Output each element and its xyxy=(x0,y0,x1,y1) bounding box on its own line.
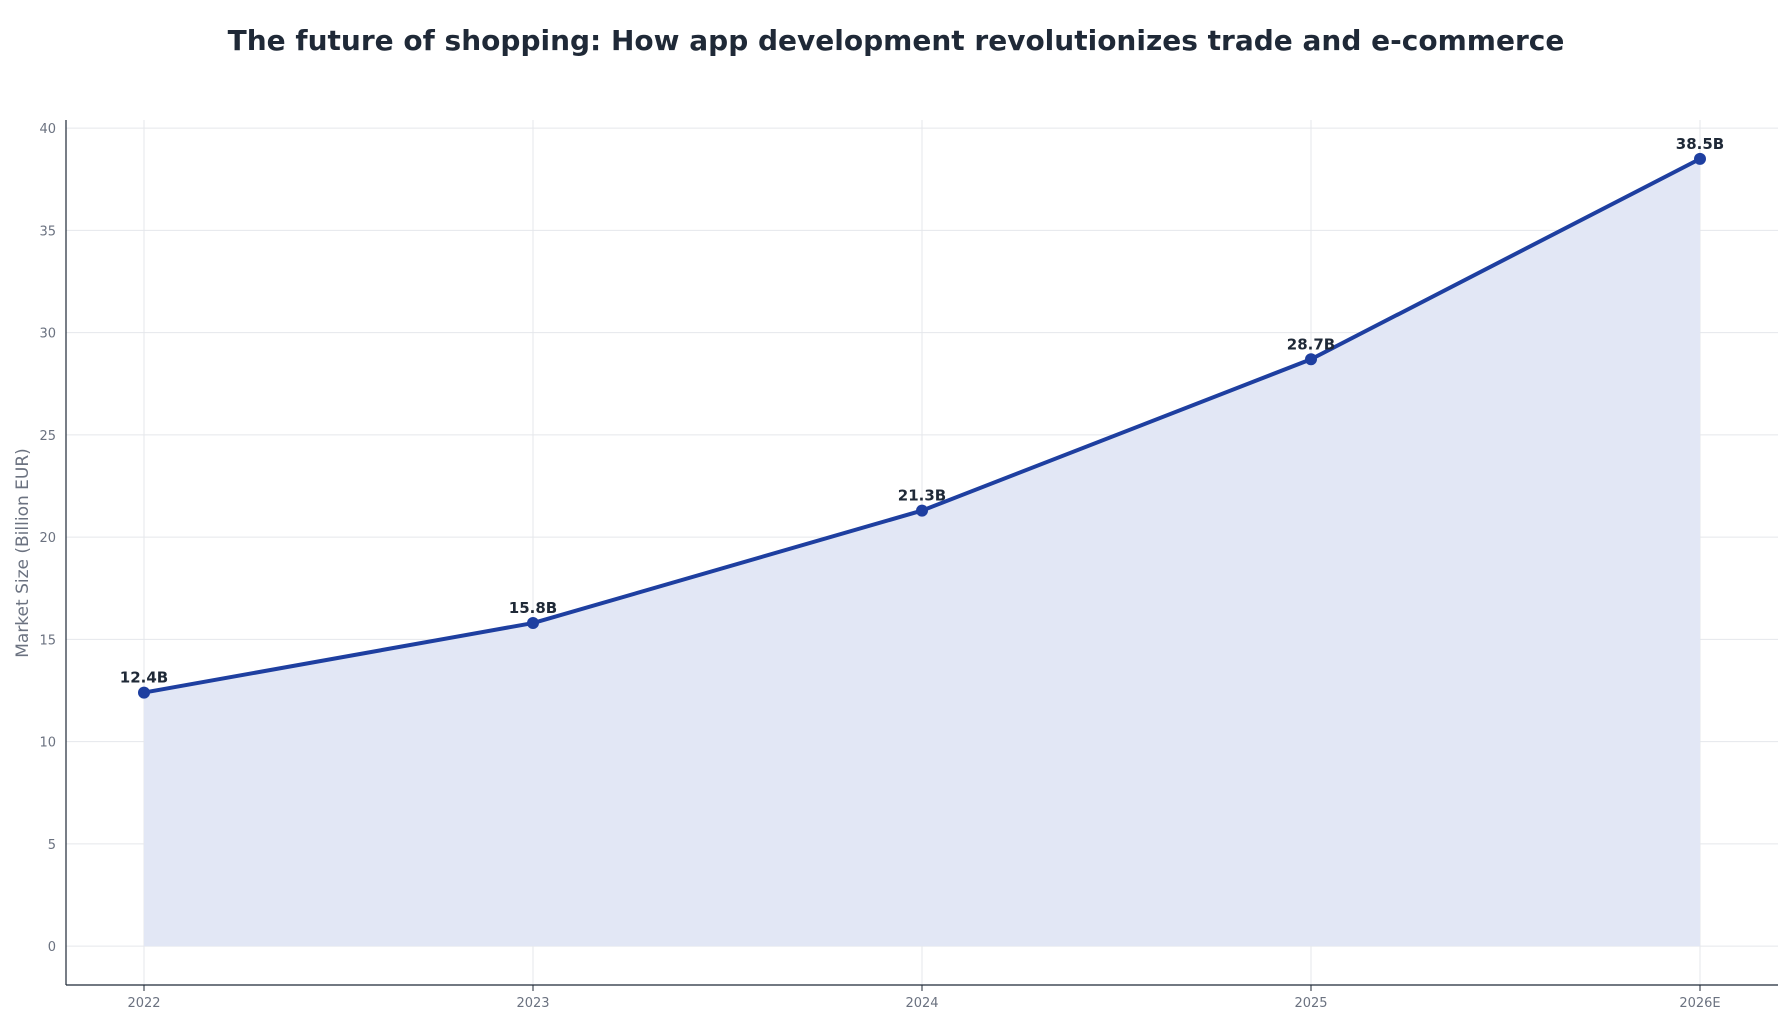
y-tick-label: 15 xyxy=(39,633,56,648)
y-tick-label: 0 xyxy=(48,940,56,955)
y-tick-label: 40 xyxy=(39,122,56,137)
data-label: 38.5B xyxy=(1676,135,1724,153)
data-point xyxy=(1694,152,1706,165)
data-labels: 12.4B 15.8B 21.3B 28.7B 38.5B xyxy=(120,135,1724,687)
data-points xyxy=(138,152,1706,699)
x-tick-label: 2026E xyxy=(1679,996,1720,1011)
y-tick-label: 25 xyxy=(39,429,56,444)
y-tick-label: 35 xyxy=(39,224,56,239)
data-point xyxy=(138,686,150,699)
x-tick-label: 2023 xyxy=(516,996,549,1011)
axes xyxy=(65,120,1778,991)
data-label: 28.7B xyxy=(1287,335,1335,353)
chart-title: The future of shopping: How app developm… xyxy=(227,24,1565,57)
area-fill-layer xyxy=(144,158,1700,947)
x-tick-label: 2022 xyxy=(127,996,160,1011)
data-point xyxy=(1305,353,1317,366)
data-label: 21.3B xyxy=(898,487,946,505)
data-point xyxy=(527,617,539,630)
y-tick-label: 10 xyxy=(39,736,56,751)
y-tick-label: 30 xyxy=(39,327,56,342)
data-point xyxy=(916,504,928,517)
x-tick-label: 2025 xyxy=(1294,996,1327,1011)
data-label: 15.8B xyxy=(509,599,557,617)
data-label: 12.4B xyxy=(120,669,168,687)
series-area-fill xyxy=(144,158,1700,947)
y-axis-label: Market Size (Billion EUR) xyxy=(13,448,33,658)
y-tick-label: 5 xyxy=(48,838,56,853)
x-tick-label: 2024 xyxy=(905,996,938,1011)
y-tick-label: 20 xyxy=(39,531,56,546)
